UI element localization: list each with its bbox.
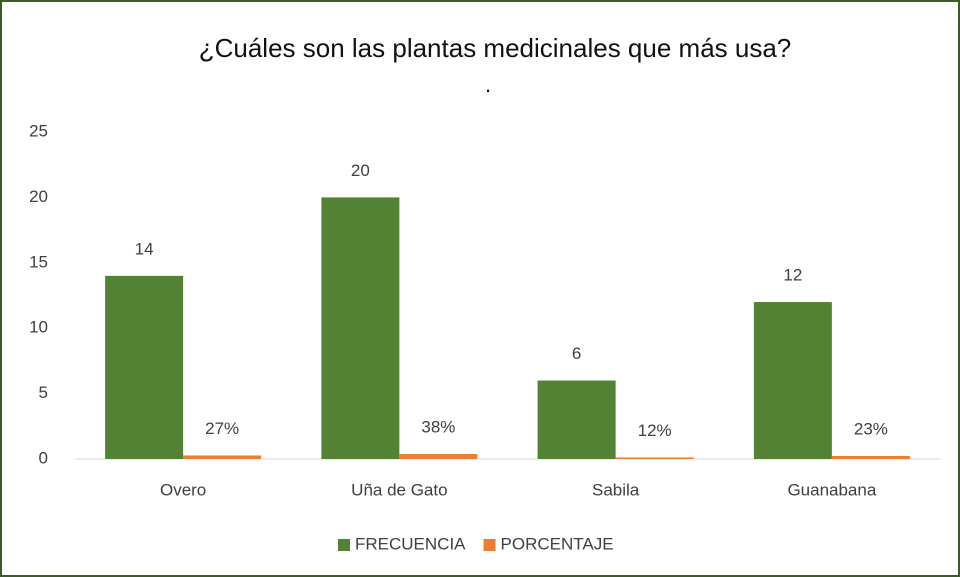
data-label: 14 — [135, 239, 154, 258]
y-tick-label: 20 — [29, 187, 48, 206]
chart-title: ¿Cuáles son las plantas medicinales que … — [199, 33, 792, 63]
legend-label: FRECUENCIA — [355, 534, 466, 553]
bar — [105, 275, 184, 459]
bar — [615, 457, 694, 459]
data-label: 20 — [351, 161, 370, 180]
bar — [753, 302, 832, 459]
chart-subtitle: . — [485, 72, 491, 97]
y-tick-label: 15 — [29, 252, 48, 271]
y-tick-label: 25 — [29, 121, 48, 140]
bar — [537, 380, 616, 459]
data-label: 12 — [783, 266, 802, 285]
legend-label: PORCENTAJE — [501, 534, 614, 553]
legend-swatch — [338, 539, 350, 551]
y-tick-label: 0 — [39, 448, 48, 467]
data-label: 12% — [638, 421, 672, 440]
y-tick-label: 5 — [39, 383, 48, 402]
legend-swatch — [483, 539, 496, 551]
y-tick-label: 10 — [29, 318, 48, 337]
bar — [399, 454, 478, 459]
x-tick-label: Overo — [160, 480, 206, 499]
x-tick-label: Sabila — [592, 480, 640, 499]
data-label: 23% — [854, 419, 888, 438]
data-label: 27% — [205, 419, 239, 438]
data-label: 6 — [572, 344, 581, 363]
bar — [321, 197, 400, 459]
x-tick-label: Uña de Gato — [351, 480, 447, 499]
bar — [831, 455, 910, 459]
x-tick-label: Guanabana — [787, 480, 876, 499]
data-label: 38% — [421, 418, 455, 437]
bar — [183, 455, 262, 459]
